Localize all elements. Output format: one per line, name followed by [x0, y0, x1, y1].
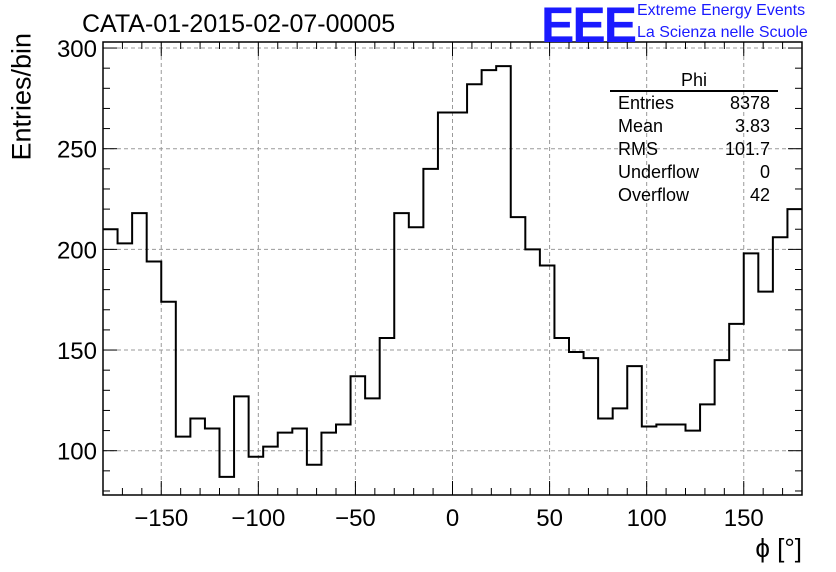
axis-ticks [103, 42, 802, 495]
y-tick-label: 250 [57, 137, 97, 164]
logo-line-1: Extreme Energy Events [637, 2, 806, 19]
stats-title: Phi [610, 70, 778, 92]
logo-line-2: La Scienza nelle Scuole [637, 24, 808, 41]
stats-value: 0 [759, 162, 770, 182]
eee-logo: EEE [541, 0, 637, 53]
x-axis-label: ϕ [°] [755, 533, 802, 563]
x-tick-label: −100 [231, 505, 285, 532]
stats-row: Mean 3.83 [610, 115, 778, 138]
stats-label: Overflow [618, 185, 690, 205]
y-tick-label: 200 [57, 237, 97, 264]
stats-label: RMS [618, 139, 658, 159]
x-tick-label: 50 [536, 505, 563, 532]
stats-label: Mean [618, 116, 664, 136]
x-tick-label: −150 [134, 505, 188, 532]
stats-value: 3.83 [734, 116, 770, 136]
tick-labels: −150 −100 −50 0 50 100 150 100 150 200 250 300 [57, 36, 764, 532]
stats-value: 42 [749, 185, 770, 205]
stats-row: Underflow 0 [610, 161, 778, 184]
y-axis-label: Entries/bin [6, 32, 37, 161]
chart-title: CATA-01-2015-02-07-00005 [82, 10, 396, 38]
stats-box: Phi Entries 8378 Mean 3.83 RMS 101.7 Underf… [610, 70, 778, 207]
stats-label: Underflow [618, 162, 700, 182]
stats-row: Entries 8378 [610, 92, 778, 115]
stats-label: Entries [618, 93, 675, 113]
y-tick-label: 100 [57, 439, 97, 466]
stats-row: Overflow 42 [610, 184, 778, 207]
histogram-series [103, 65, 802, 478]
x-tick-label: 0 [446, 505, 459, 532]
x-tick-label: −50 [335, 505, 376, 532]
stats-value: 101.7 [724, 139, 770, 159]
x-tick-label: 100 [627, 505, 667, 532]
x-tick-label: 150 [724, 505, 764, 532]
y-tick-label: 150 [57, 338, 97, 365]
stats-value: 8378 [729, 93, 770, 113]
stats-row: RMS 101.7 [610, 138, 778, 161]
y-tick-label: 300 [57, 36, 97, 63]
